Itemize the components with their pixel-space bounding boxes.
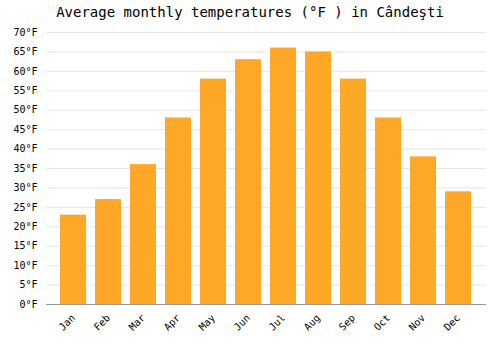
svg-text:May: May xyxy=(197,312,218,333)
svg-text:35°F: 35°F xyxy=(13,163,37,174)
svg-text:10°F: 10°F xyxy=(13,260,37,271)
svg-text:5°F: 5°F xyxy=(19,279,37,290)
svg-text:Aug: Aug xyxy=(302,312,323,333)
svg-text:55°F: 55°F xyxy=(13,85,37,96)
svg-text:20°F: 20°F xyxy=(13,221,37,232)
svg-text:Mar: Mar xyxy=(127,312,148,333)
svg-text:Jun: Jun xyxy=(232,312,253,333)
svg-text:Oct: Oct xyxy=(372,312,393,333)
svg-text:15°F: 15°F xyxy=(13,240,37,251)
svg-text:70°F: 70°F xyxy=(13,27,37,38)
svg-text:Jul: Jul xyxy=(267,312,288,333)
svg-text:Dec: Dec xyxy=(442,312,463,333)
svg-text:65°F: 65°F xyxy=(13,46,37,57)
svg-text:50°F: 50°F xyxy=(13,104,37,115)
svg-text:Feb: Feb xyxy=(92,312,113,333)
svg-text:30°F: 30°F xyxy=(13,182,37,193)
svg-text:Nov: Nov xyxy=(407,312,428,333)
svg-text:Jan: Jan xyxy=(57,312,78,333)
html-text:Average monthly temperatures (: Average monthly temperatures (°F ) in Câ… xyxy=(56,4,444,20)
svg-text:Sep: Sep xyxy=(337,312,358,333)
svg-text:Apr: Apr xyxy=(162,312,183,333)
svg-text:45°F: 45°F xyxy=(13,124,37,135)
svg-text:25°F: 25°F xyxy=(13,202,37,213)
svg-text:0°F: 0°F xyxy=(19,299,37,310)
svg-text:40°F: 40°F xyxy=(13,143,37,154)
svg-text:60°F: 60°F xyxy=(13,66,37,77)
